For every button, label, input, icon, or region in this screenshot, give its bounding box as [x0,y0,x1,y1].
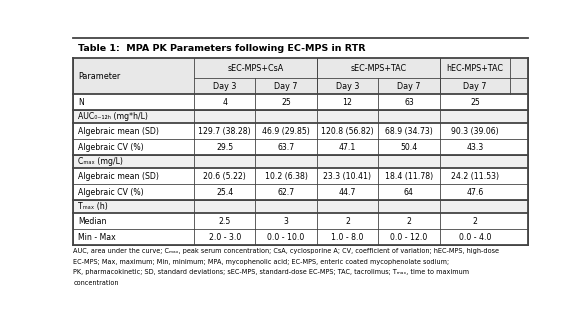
Text: 63: 63 [404,98,414,107]
Text: 25.4: 25.4 [216,188,233,197]
Text: Day 7: Day 7 [274,82,298,91]
Text: Day 3: Day 3 [336,82,359,91]
Text: 3: 3 [284,217,288,225]
Text: 47.6: 47.6 [466,188,484,197]
Text: 47.1: 47.1 [339,143,356,152]
Text: 2: 2 [406,217,411,225]
Text: Algebraic mean (SD): Algebraic mean (SD) [78,127,159,136]
Text: Algebraic CV (%): Algebraic CV (%) [78,143,144,152]
Text: 0.0 - 10.0: 0.0 - 10.0 [268,232,305,242]
Text: Cₘₐₓ (mg/L): Cₘₐₓ (mg/L) [78,157,123,166]
Text: 2.0 - 3.0: 2.0 - 3.0 [208,232,241,242]
Text: 68.9 (34.73): 68.9 (34.73) [385,127,433,136]
Text: 4: 4 [222,98,227,107]
Text: 0.0 - 12.0: 0.0 - 12.0 [390,232,427,242]
Bar [73,184,528,200]
Text: Algebraic CV (%): Algebraic CV (%) [78,188,144,197]
Text: 44.7: 44.7 [339,188,356,197]
Text: sEC-MPS+TAC: sEC-MPS+TAC [350,64,406,73]
Text: 25: 25 [470,98,480,107]
Bar [73,38,528,58]
Text: 64: 64 [404,188,414,197]
Text: 25: 25 [281,98,291,107]
Bar [73,213,528,229]
Text: Table 1:  MPA PK Parameters following EC-MPS in RTR: Table 1: MPA PK Parameters following EC-… [78,44,366,53]
Text: 20.6 (5.22): 20.6 (5.22) [203,172,246,181]
Text: 24.2 (11.53): 24.2 (11.53) [451,172,499,181]
Text: Day 7: Day 7 [463,82,487,91]
Bar [73,110,528,123]
Text: 0.0 - 4.0: 0.0 - 4.0 [458,232,491,242]
Bar [73,139,528,155]
Text: 1.0 - 8.0: 1.0 - 8.0 [331,232,364,242]
Text: 18.4 (11.78): 18.4 (11.78) [385,172,433,181]
Text: 90.3 (39.06): 90.3 (39.06) [451,127,499,136]
Text: 2: 2 [473,217,477,225]
Text: 2: 2 [345,217,350,225]
Text: 10.2 (6.38): 10.2 (6.38) [265,172,308,181]
Text: N: N [78,98,84,107]
Text: AUC, area under the curve; Cₘₐₓ, peak serum concentration; CsA, cyclosporine A; : AUC, area under the curve; Cₘₐₓ, peak se… [73,248,500,254]
Bar [73,94,528,110]
Bar [73,229,528,245]
Text: 12: 12 [343,98,352,107]
Text: 2.5: 2.5 [218,217,231,225]
Text: sEC-MPS+CsA: sEC-MPS+CsA [227,64,284,73]
Text: PK, pharmacokinetic; SD, standard deviations; sEC-MPS, standard-dose EC-MPS; TAC: PK, pharmacokinetic; SD, standard deviat… [73,269,470,275]
Bar [73,78,528,94]
Text: 46.9 (29.85): 46.9 (29.85) [262,127,310,136]
Text: 129.7 (38.28): 129.7 (38.28) [198,127,251,136]
Text: 23.3 (10.41): 23.3 (10.41) [323,172,372,181]
Bar [73,58,528,78]
Text: EC-MPS; Max, maximum; Min, minimum; MPA, mycophenolic acid; EC-MPS, enteric coat: EC-MPS; Max, maximum; Min, minimum; MPA,… [73,259,450,265]
Text: Min - Max: Min - Max [78,232,116,242]
Text: 62.7: 62.7 [278,188,295,197]
Text: AUC₀₋₁₂ₕ (mg*h/L): AUC₀₋₁₂ₕ (mg*h/L) [78,112,148,121]
Bar [73,123,528,139]
Text: Day 3: Day 3 [213,82,237,91]
Text: 43.3: 43.3 [466,143,484,152]
Text: 63.7: 63.7 [278,143,295,152]
Text: hEC-MPS+TAC: hEC-MPS+TAC [446,64,503,73]
Text: concentration: concentration [73,280,119,286]
Text: 29.5: 29.5 [216,143,233,152]
Bar [73,155,528,168]
Text: 50.4: 50.4 [400,143,417,152]
Text: Median: Median [78,217,106,225]
Bar [73,168,528,184]
Text: Day 7: Day 7 [397,82,421,91]
Bar [73,200,528,213]
Text: Algebraic mean (SD): Algebraic mean (SD) [78,172,159,181]
Text: 120.8 (56.82): 120.8 (56.82) [321,127,374,136]
Bar [73,58,194,94]
Text: Parameter: Parameter [78,72,120,81]
Text: Tₘₐₓ (h): Tₘₐₓ (h) [78,202,107,211]
